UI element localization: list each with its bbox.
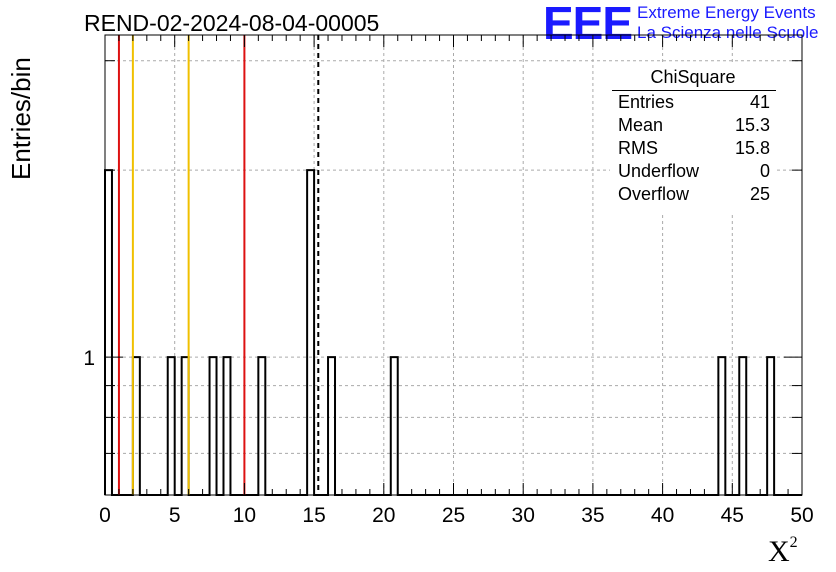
stats-key: Underflow — [618, 161, 700, 181]
stats-key: Mean — [618, 115, 664, 135]
stats-key: Overflow — [618, 184, 690, 204]
stats-row-entries: Entries 41 — [618, 92, 770, 115]
chart-title: REND-02-2024-08-04-00005 — [84, 10, 380, 36]
histogram-bin — [718, 357, 725, 495]
histogram-bin — [767, 357, 774, 495]
logo-text-line2: La Scienza nelle Scuole — [637, 23, 819, 42]
x-tick-label: 25 — [442, 504, 465, 527]
histogram-bin — [210, 357, 217, 495]
x-axis-label: X2 — [768, 534, 798, 569]
histogram-bin — [105, 170, 112, 495]
stats-key: Entries — [618, 92, 675, 112]
stats-value: 0 — [759, 161, 770, 181]
x-axis-superscript: 2 — [789, 534, 798, 551]
stats-row-rms: RMS 15.8 — [618, 138, 770, 161]
histogram-bin — [328, 357, 335, 495]
stats-box: ChiSquare Entries 41 Mean 15.3 RMS 15.8 … — [610, 65, 776, 215]
x-tick-label: 5 — [169, 504, 181, 527]
stats-value: 25 — [749, 184, 770, 204]
y-tick-label: 1 — [83, 347, 95, 370]
logo-text-line1: Extreme Energy Events — [637, 3, 816, 22]
stats-row-underflow: Underflow 0 — [618, 161, 770, 184]
x-tick-label: 50 — [790, 504, 813, 527]
x-tick-label: 40 — [651, 504, 674, 527]
histogram-bin — [182, 357, 189, 495]
histogram-bin — [223, 357, 230, 495]
stats-key: RMS — [618, 138, 658, 158]
histogram-outline — [104, 169, 802, 496]
histogram-bin — [168, 357, 175, 495]
stats-value: 15.8 — [734, 138, 770, 158]
x-tick-label: 0 — [99, 504, 111, 527]
x-tick-label: 35 — [581, 504, 604, 527]
stats-title: ChiSquare — [650, 67, 736, 87]
stats-row-overflow: Overflow 25 — [618, 184, 770, 207]
stats-row-mean: Mean 15.3 — [618, 115, 770, 138]
x-tick-label: 15 — [302, 504, 325, 527]
stats-value: 15.3 — [734, 115, 770, 135]
eee-logo: EEE — [543, 0, 633, 49]
histogram-bin — [307, 170, 314, 495]
stats-divider — [612, 90, 776, 91]
x-tick-label: 30 — [512, 504, 535, 527]
histogram-bin — [258, 357, 265, 495]
x-tick-label: 45 — [721, 504, 744, 527]
x-axis-symbol: X — [768, 535, 790, 568]
stats-value: 41 — [749, 92, 770, 112]
x-tick-label: 10 — [233, 504, 256, 527]
x-tick-label: 20 — [372, 504, 395, 527]
histogram-bin — [739, 357, 746, 495]
histogram-bin — [133, 357, 140, 495]
histogram-bin — [391, 357, 398, 495]
